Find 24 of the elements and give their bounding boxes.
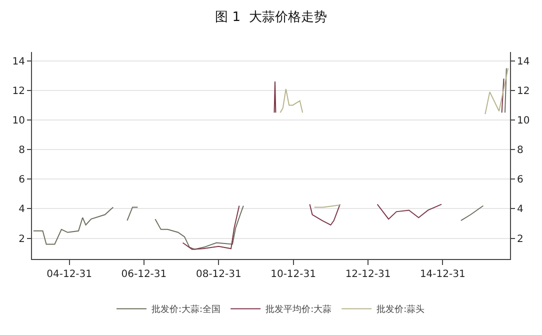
y2-tick-label: 6 — [517, 174, 524, 186]
y2-tick-label: 2 — [517, 234, 524, 245]
x-tick-label: 06-12-31 — [121, 269, 167, 280]
y-tick-label: 6 — [18, 174, 25, 186]
x-tick-label: 14-12-31 — [420, 269, 466, 280]
y2-tick-label: 4 — [517, 204, 524, 216]
legend-label: 批发价:大蒜:全国 — [152, 304, 221, 316]
x-tick-label: 04-12-31 — [46, 269, 92, 280]
y-tick-label: 14 — [12, 56, 25, 68]
legend-label: 批发价:蒜头 — [376, 304, 425, 316]
chart-title: 图 1 大蒜价格走势 — [215, 10, 327, 25]
x-tick-label: 12-12-31 — [345, 269, 391, 280]
y-tick-label: 2 — [18, 234, 25, 245]
y-tick-label: 12 — [12, 86, 25, 97]
y2-tick-label: 14 — [517, 56, 530, 68]
legend-label: 批发平均价:大蒜 — [266, 304, 332, 316]
y-tick-label: 10 — [12, 116, 25, 127]
y-tick-label: 4 — [18, 204, 25, 216]
y-tick-label: 8 — [18, 145, 25, 156]
x-tick-label: 08-12-31 — [196, 269, 242, 280]
y2-tick-label: 10 — [517, 116, 530, 127]
y2-tick-label: 12 — [517, 86, 530, 97]
y2-tick-label: 8 — [517, 145, 524, 156]
x-tick-label: 10-12-31 — [270, 269, 316, 280]
